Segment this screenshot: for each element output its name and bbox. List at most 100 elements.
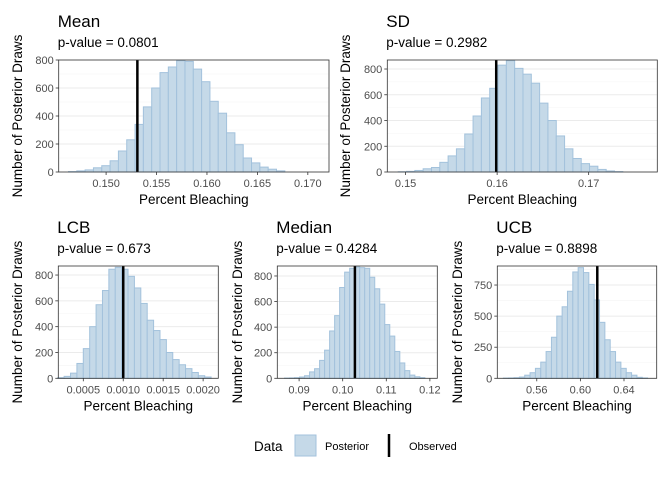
histogram-bar xyxy=(218,113,226,172)
histogram-bar xyxy=(109,269,115,378)
histogram-bar xyxy=(385,325,390,379)
histogram-bar xyxy=(160,73,168,172)
histogram-bar xyxy=(102,166,110,172)
x-tick-label: 0.165 xyxy=(244,178,272,190)
histogram-bar xyxy=(440,162,448,172)
histogram-bar xyxy=(600,322,605,378)
histogram-bar xyxy=(320,360,325,378)
histogram-bar xyxy=(632,375,637,378)
y-axis-label: Number of Posterior Draws xyxy=(230,241,245,404)
y-tick-label: 400 xyxy=(254,322,272,334)
y-tick-label: 600 xyxy=(35,83,53,95)
histogram-bar xyxy=(523,74,531,172)
histogram-bar xyxy=(252,163,260,172)
histogram-bar xyxy=(77,363,83,378)
histogram-bar xyxy=(557,316,562,378)
x-tick-label: 0.17 xyxy=(578,178,599,190)
histogram-bar xyxy=(541,362,546,378)
x-tick-label: 0.11 xyxy=(376,384,397,396)
x-tick-label: 0.0010 xyxy=(106,384,140,396)
histogram-bar xyxy=(616,362,621,378)
histogram-bar xyxy=(315,369,320,379)
x-tick-label: 0.60 xyxy=(570,384,591,396)
histogram-bar xyxy=(562,307,567,379)
x-tick-label: 0.0005 xyxy=(66,384,100,396)
histogram-bar xyxy=(147,320,153,378)
histogram-bar xyxy=(365,268,370,378)
y-tick-label: 750 xyxy=(474,280,492,292)
y-tick-label: 500 xyxy=(474,311,492,323)
histogram-bar xyxy=(185,61,193,172)
histogram-bar xyxy=(565,149,573,172)
histogram-bar xyxy=(589,284,594,378)
histogram-bar xyxy=(268,169,276,172)
histogram-bar xyxy=(567,291,572,378)
histogram-bar xyxy=(390,336,395,378)
histogram-bar xyxy=(578,268,583,379)
y-tick-label: 200 xyxy=(364,141,382,153)
y-tick-label: 0 xyxy=(266,373,272,385)
x-tick-label: 0.16 xyxy=(486,178,507,190)
y-axis-label: Number of Posterior Draws xyxy=(10,241,25,404)
panel-title: Median xyxy=(276,218,332,237)
histogram-bar xyxy=(531,83,539,172)
histogram-bar xyxy=(335,316,340,379)
y-tick-label: 200 xyxy=(35,347,53,359)
x-tick-label: 0.56 xyxy=(526,384,547,396)
panel-subtitle: p-value = 0.4284 xyxy=(276,241,377,256)
x-tick-label: 0.155 xyxy=(143,178,171,190)
histogram-bar xyxy=(360,268,365,379)
histogram-bar xyxy=(118,151,126,172)
histogram-bar xyxy=(325,350,330,378)
y-tick-label: 0 xyxy=(47,373,53,385)
histogram-bar xyxy=(90,327,96,379)
x-tick-label: 0.170 xyxy=(294,178,322,190)
x-tick-label: 0.12 xyxy=(419,384,440,396)
x-tick-label: 0.0020 xyxy=(186,384,220,396)
histogram-bar xyxy=(110,161,118,172)
histogram-bar xyxy=(573,158,581,172)
y-axis-label: Number of Posterior Draws xyxy=(10,34,25,197)
histogram-bar xyxy=(193,69,201,172)
y-tick-label: 0 xyxy=(486,373,492,385)
histogram-bar xyxy=(235,145,243,172)
histogram-bar xyxy=(380,304,385,378)
x-tick-label: 0.160 xyxy=(193,178,221,190)
panel-title: LCB xyxy=(57,218,90,237)
histogram-bar xyxy=(179,365,185,379)
y-tick-label: 400 xyxy=(35,111,53,123)
legend-label-observed: Observed xyxy=(409,441,457,453)
histogram-bar xyxy=(128,276,134,378)
histogram-bar xyxy=(168,67,176,172)
histogram-bar xyxy=(340,287,345,378)
histogram-bar xyxy=(583,273,588,379)
histogram-bar xyxy=(141,303,147,378)
legend-label-posterior: Posterior xyxy=(325,441,369,453)
x-tick-label: 0.09 xyxy=(288,384,309,396)
histogram-bar xyxy=(83,349,89,379)
legend-swatch-posterior xyxy=(295,435,316,456)
histogram-bar xyxy=(173,360,179,379)
histogram-bar xyxy=(540,103,548,172)
x-tick-label: 0.0015 xyxy=(146,384,180,396)
histogram-bar xyxy=(498,65,506,172)
histogram-bar xyxy=(405,371,410,379)
y-tick-label: 600 xyxy=(254,297,272,309)
x-tick-label: 0.10 xyxy=(332,384,353,396)
histogram-bar xyxy=(400,363,405,378)
panel-subtitle: p-value = 0.0801 xyxy=(58,35,159,50)
histogram-bar xyxy=(573,272,578,378)
y-tick-label: 250 xyxy=(474,342,492,354)
histogram-bar xyxy=(410,375,415,378)
y-tick-label: 800 xyxy=(254,271,272,283)
histogram-bar xyxy=(481,98,489,172)
histogram-bar xyxy=(370,277,375,378)
histogram-bar xyxy=(605,340,610,379)
histogram-bar xyxy=(525,375,530,378)
x-axis-label: Percent Bleaching xyxy=(303,398,413,413)
histogram-bar xyxy=(154,331,160,379)
histogram-bar xyxy=(210,101,218,172)
y-axis-label: Number of Posterior Draws xyxy=(338,34,353,197)
